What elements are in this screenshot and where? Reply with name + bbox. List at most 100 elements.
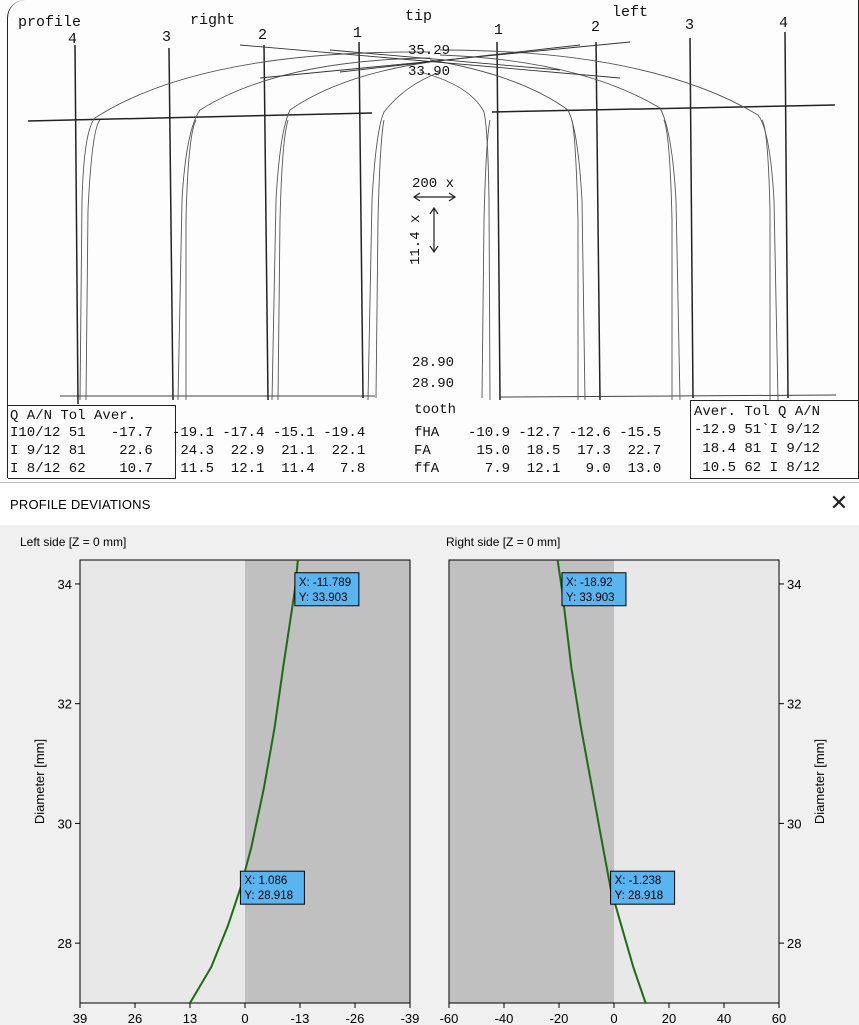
x-tick-label: 20 — [662, 1011, 676, 1025]
y-tick-label: 30 — [787, 816, 801, 831]
x-tick-label: 0 — [610, 1011, 617, 1025]
left-tooth-number: 1 — [494, 22, 504, 39]
left-table-row: I10/12 51 -17.7 — [10, 425, 153, 441]
left-side-panel: Left side [Z = 0 mm] 39 26 13 0 -13 -26 -39 34 3… — [0, 525, 430, 1025]
profile-trace-diagram — [27, 31, 837, 405]
left-table-row: I 9/12 81 22.6 — [10, 443, 153, 459]
right-summary-table — [690, 400, 859, 479]
right-tooth-number: 2 — [258, 27, 268, 44]
right-table-row: -12.9 51`I 9/12 — [694, 422, 821, 438]
root-diameter: 28.90 — [412, 355, 455, 371]
point-tooltip — [610, 870, 676, 905]
param-fha: fHA — [414, 425, 440, 441]
right-trace-1 — [358, 41, 364, 399]
close-button[interactable]: ✕ — [824, 489, 854, 519]
point-tooltip — [561, 572, 627, 607]
deviation-curve — [556, 560, 647, 1003]
right-tip-line — [27, 112, 373, 122]
y-axis-label: Diameter [mm] — [32, 739, 47, 824]
x-tick-label: 13 — [183, 1011, 197, 1025]
right-trace-2 — [263, 44, 269, 401]
tooltip-x-value: X: -18.92 — [566, 577, 613, 589]
scanned-profile-printout: profile right tip left 4 3 2 1 1 2 3 4 3… — [0, 0, 859, 482]
right-profile-curves — [79, 51, 441, 401]
left-panel-title: Left side [Z = 0 mm] — [20, 535, 127, 549]
right-deviation-chart[interactable]: -60-40-20020406034323028Deviation (µm)Di… — [430, 525, 859, 1025]
left-trace-4 — [784, 31, 789, 399]
x-tick-label: -26 — [346, 1011, 365, 1025]
right-tooth-number: 4 — [68, 31, 78, 48]
right-table-row: 18.4 81 I 9/12 — [694, 441, 821, 457]
dialog-title: PROFILE DEVIATIONS — [10, 497, 151, 512]
tooltip-x-value: X: 1.086 — [244, 875, 287, 887]
label-profile: profile — [18, 14, 82, 31]
y-tick-label: 28 — [787, 936, 801, 951]
tooltip-y-value: Y: 33.903 — [566, 592, 615, 604]
label-tooth: tooth — [414, 402, 457, 418]
y-tick-label: 34 — [787, 577, 801, 592]
left-tooth-number: 3 — [685, 17, 695, 34]
tolerance-band — [449, 560, 614, 1003]
right-tooth-number: 3 — [162, 29, 172, 46]
y-tick-label: 30 — [58, 816, 72, 831]
right-table-row: 10.5 62 I 8/12 — [694, 460, 821, 476]
right-trace-3 — [168, 47, 174, 401]
tip-cross-lines — [239, 41, 631, 79]
dialog-titlebar: PROFILE DEVIATIONS ✕ — [0, 483, 859, 525]
x-tick-label: -60 — [440, 1011, 459, 1025]
point-tooltip — [294, 572, 360, 607]
x-tick-label: -39 — [401, 1011, 420, 1025]
left-values-fha: -10.9 -12.7 -12.6 -15.5 — [468, 425, 662, 441]
y-tick-label: 28 — [58, 936, 72, 951]
right-values-fha: -19.1 -17.4 -15.1 -19.4 — [172, 425, 366, 441]
x-tick-label: 26 — [128, 1011, 142, 1025]
y-tick-label: 34 — [58, 577, 72, 592]
right-panel-title: Right side [Z = 0 mm] — [446, 535, 561, 549]
point-tooltip — [239, 870, 305, 905]
label-right: right — [190, 12, 236, 29]
left-tip-line — [491, 104, 836, 113]
left-table-header: Q A/N Tol Aver. — [10, 408, 137, 424]
right-side-panel: Right side [Z = 0 mm] -60 -40 -20 0 20 40 60 34… — [430, 525, 859, 1025]
right-table-header: Aver. Tol Q A/N — [694, 404, 821, 420]
param-fa: FA — [414, 443, 431, 459]
tolerance-band — [245, 560, 410, 1003]
tooltip-y-value: Y: 28.918 — [244, 890, 293, 902]
left-trace-1 — [496, 41, 501, 401]
scale-y-label: 11.4 x — [408, 214, 424, 265]
param-ffa: ffA — [414, 461, 440, 477]
y-tick-label: 32 — [58, 697, 72, 712]
left-summary-table — [8, 405, 176, 479]
x-tick-label: 40 — [717, 1011, 731, 1025]
left-tooth-number: 2 — [591, 19, 601, 36]
left-root-line — [499, 394, 837, 398]
right-values-ffa: 11.5 12.1 11.4 7.8 — [172, 461, 366, 477]
right-tooth-number: 1 — [353, 25, 363, 42]
label-left: left — [612, 4, 649, 21]
tooltip-x-value: X: -1.238 — [615, 875, 662, 887]
y-tick-label: 32 — [787, 697, 801, 712]
left-trace-2 — [595, 41, 601, 401]
left-profile-curves — [419, 49, 779, 401]
x-tick-label: -40 — [495, 1011, 514, 1025]
root-diameter: 28.90 — [412, 376, 455, 392]
tip-diameter: 33.90 — [408, 64, 451, 80]
right-values-fa: 24.3 22.9 21.1 22.1 — [172, 443, 366, 459]
scale-arrows — [412, 192, 457, 254]
profile-deviations-dialog: PROFILE DEVIATIONS ✕ Left side [Z = 0 mm… — [0, 482, 859, 1025]
x-tick-label: -20 — [550, 1011, 569, 1025]
tip-diameter-max: 35.29 — [408, 43, 451, 59]
right-trace-4 — [74, 44, 79, 405]
x-tick-label: 60 — [772, 1011, 786, 1025]
scale-x-label: 200 x — [412, 176, 455, 192]
x-tick-label: 0 — [241, 1011, 248, 1025]
left-values-ffa: 7.9 12.1 9.0 13.0 — [468, 461, 662, 477]
x-tick-label: 39 — [73, 1011, 87, 1025]
left-tooth-number: 4 — [779, 15, 789, 32]
left-trace-3 — [689, 37, 694, 399]
left-values-fa: 15.0 18.5 17.3 22.7 — [468, 443, 662, 459]
deviation-curve — [189, 560, 299, 1003]
tooltip-y-value: Y: 33.903 — [299, 592, 348, 604]
left-table-row: I 8/12 62 10.7 — [10, 461, 153, 477]
